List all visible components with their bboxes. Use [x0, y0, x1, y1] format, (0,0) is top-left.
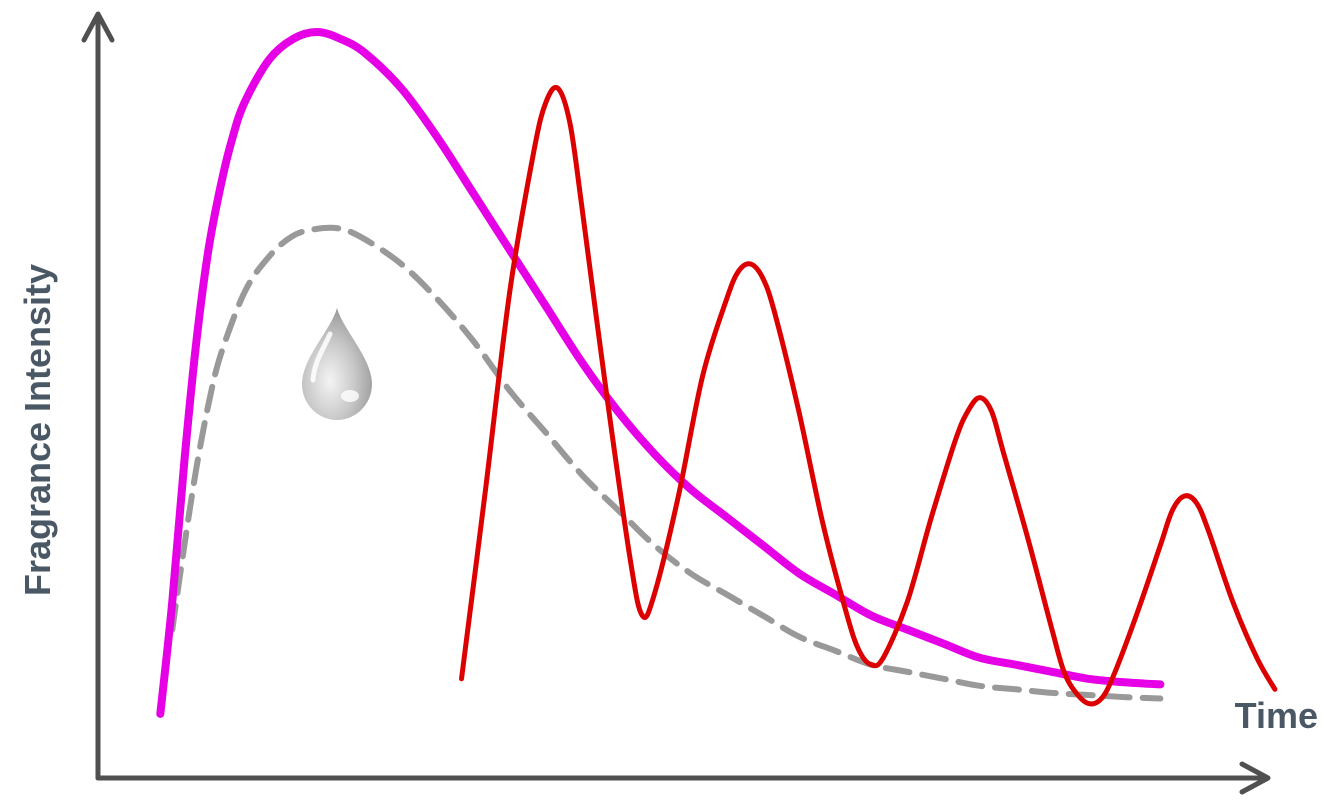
x-axis-label: Time [1235, 695, 1318, 736]
y-axis-label: Fragrance Intensity [17, 264, 58, 596]
droplet-icon [302, 308, 372, 420]
intensity-curve-magenta [156, 28, 1165, 718]
series-layer [156, 28, 1278, 718]
y-axis-arrow-icon [81, 11, 115, 43]
x-axis-arrow-icon [1239, 761, 1271, 795]
intensity-curve-dashed-gray [169, 224, 1164, 702]
intensity-curve-red-oscillating [459, 84, 1278, 707]
